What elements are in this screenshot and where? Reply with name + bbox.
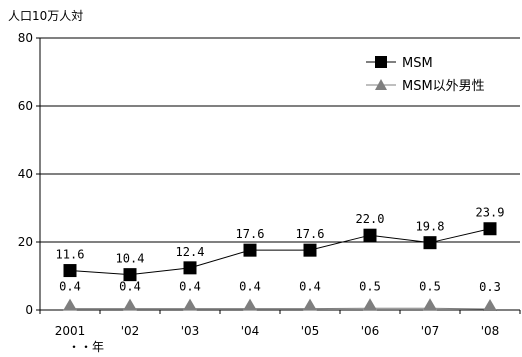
x-tick-label-0: 2001	[55, 324, 86, 338]
y-tick-label-40: 40	[18, 167, 33, 181]
x-tick-label-5: '06	[361, 324, 380, 338]
gridlines	[40, 37, 520, 243]
y-tick-label-0: 0	[25, 303, 33, 317]
marker-msm-1	[123, 268, 137, 282]
label-other-7: 0.3	[479, 280, 501, 294]
marker-other-7	[483, 298, 497, 311]
x-axis-title-dots: ・・	[68, 340, 92, 354]
label-other-6: 0.5	[419, 279, 441, 293]
label-msm-4: 17.6	[296, 227, 325, 241]
marker-other-5	[363, 298, 377, 311]
marker-other-0	[63, 298, 77, 311]
marker-msm-2	[183, 261, 197, 275]
axes	[36, 37, 521, 314]
x-axis-title-text: 年	[92, 340, 104, 354]
series-line-1	[70, 307, 491, 310]
x-tick-label-6: '07	[421, 324, 440, 338]
label-msm-0: 11.6	[56, 248, 85, 262]
marker-other-1	[123, 298, 137, 311]
marker-other-4	[303, 298, 317, 311]
y-tick-labels: 0 20 40 60 80	[18, 31, 33, 317]
marker-other-6	[423, 298, 437, 311]
label-msm-5: 22.0	[356, 212, 385, 226]
x-tick-label-4: '05	[301, 324, 320, 338]
label-msm-1: 10.4	[116, 252, 145, 266]
label-other-2: 0.4	[179, 280, 201, 294]
x-tick-label-7: '08	[481, 324, 500, 338]
legend-other-label: MSM以外男性	[402, 79, 485, 94]
y-tick-label-60: 60	[18, 99, 33, 113]
marker-msm-7	[483, 222, 497, 236]
marker-other-2	[183, 298, 197, 311]
label-msm-6: 19.8	[416, 220, 445, 234]
y-tick-label-20: 20	[18, 235, 33, 249]
x-tick-labels: 2001 '02 '03 '04 '05 '06 '07 '08	[55, 324, 500, 338]
series-line-0	[69, 228, 491, 276]
legend: MSM MSM以外男性	[366, 56, 485, 94]
x-tick-label-3: '04	[241, 324, 260, 338]
marker-msm-3	[243, 243, 257, 257]
marker-msm-5	[363, 228, 377, 242]
label-other-3: 0.4	[239, 280, 261, 294]
marker-other-3	[243, 298, 257, 311]
x-tick-label-1: '02	[121, 324, 140, 338]
label-other-0: 0.4	[59, 280, 81, 294]
x-axis-title: ・・年	[68, 340, 104, 354]
data-labels: 11.6 10.4 12.4 17.6 17.6 22.0 19.8 23.9 0.4 0.4 0.…	[56, 206, 505, 294]
legend-msm-marker	[375, 56, 387, 68]
y-tick-label-80: 80	[18, 31, 33, 45]
legend-msm-label: MSM	[402, 56, 433, 71]
label-other-5: 0.5	[359, 279, 381, 293]
label-msm-7: 23.9	[476, 206, 505, 220]
marker-msm-4	[303, 243, 317, 257]
label-msm-2: 12.4	[176, 245, 205, 259]
marker-msm-6	[423, 236, 437, 250]
x-tick-label-2: '03	[181, 324, 200, 338]
series	[63, 222, 497, 311]
label-msm-3: 17.6	[236, 227, 265, 241]
y-axis-title: 人口10万人対	[8, 9, 83, 23]
label-other-1: 0.4	[119, 280, 141, 294]
legend-other-marker	[375, 79, 387, 90]
label-other-4: 0.4	[299, 280, 321, 294]
marker-msm-0	[63, 264, 77, 278]
